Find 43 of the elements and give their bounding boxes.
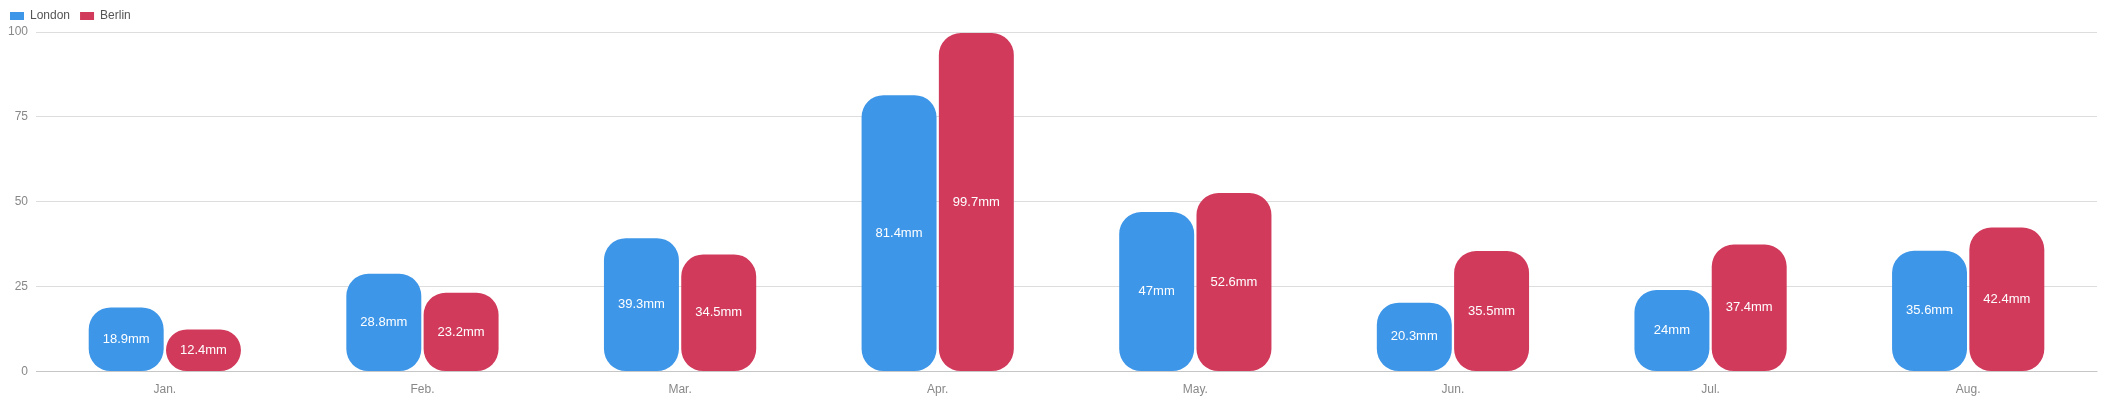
data-label: 35.5mm xyxy=(1468,302,1516,318)
bar xyxy=(1196,192,1272,372)
bar xyxy=(1969,227,2045,372)
data-label: 23.2mm xyxy=(437,323,485,339)
x-tick-label: Aug. xyxy=(1955,382,1981,397)
x-tick-label: May. xyxy=(1182,382,1208,397)
data-label: 34.5mm xyxy=(695,304,743,320)
bar xyxy=(1634,290,1710,372)
x-tick-label: Apr. xyxy=(927,382,949,397)
data-label: 81.4mm xyxy=(875,224,923,240)
data-label: 39.3mm xyxy=(617,296,665,312)
data-label: 52.6mm xyxy=(1210,273,1258,289)
bar xyxy=(1711,244,1787,372)
data-label: 28.8mm xyxy=(360,314,408,330)
data-label: 24mm xyxy=(1653,322,1690,338)
legend-label: London xyxy=(30,8,71,23)
data-label: 99.7mm xyxy=(952,193,1000,209)
bar xyxy=(1454,251,1530,372)
x-tick-label: Jul. xyxy=(1701,382,1720,397)
bar xyxy=(1119,211,1195,372)
bar xyxy=(861,95,937,372)
x-tick-label: Jan. xyxy=(153,382,177,397)
legend-label: Berlin xyxy=(100,8,131,23)
bar xyxy=(1892,250,1968,372)
x-tick-label: Mar. xyxy=(668,382,692,397)
y-tick-label: 75 xyxy=(14,109,29,124)
data-label: 20.3mm xyxy=(1390,328,1438,344)
y-tick-label: 100 xyxy=(7,24,29,39)
y-tick-label: 50 xyxy=(14,194,29,209)
bar xyxy=(603,238,679,372)
data-label: 37.4mm xyxy=(1725,299,1773,315)
bar xyxy=(681,254,757,372)
y-tick-label: 0 xyxy=(21,363,29,378)
y-tick-label: 25 xyxy=(14,279,29,294)
x-tick-label: Jun. xyxy=(1441,382,1465,397)
data-label: 42.4mm xyxy=(1983,290,2031,306)
bar xyxy=(938,33,1014,372)
data-label: 47mm xyxy=(1138,283,1175,299)
data-label: 12.4mm xyxy=(179,341,227,357)
bar xyxy=(346,273,422,372)
x-tick-label: Feb. xyxy=(410,382,435,397)
data-label: 18.9mm xyxy=(102,330,150,346)
data-label: 35.6mm xyxy=(1906,302,1954,318)
